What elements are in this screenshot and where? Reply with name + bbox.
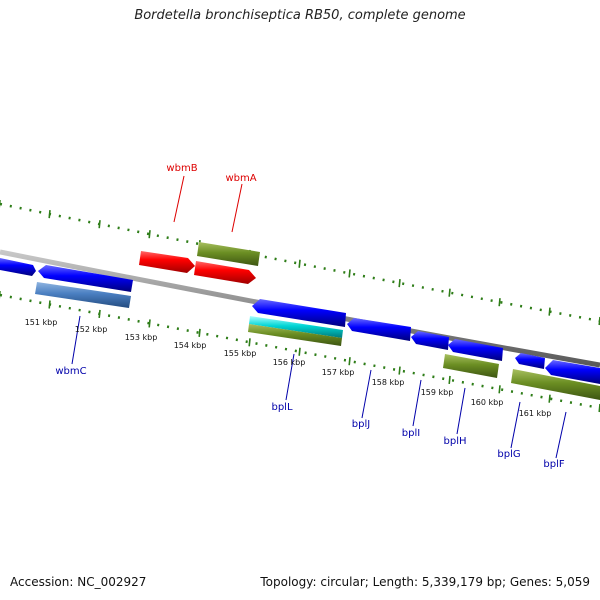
major-tick <box>498 298 501 307</box>
gene-feature-blue <box>448 339 503 361</box>
topology-summary: Topology: circular; Length: 5,339,179 bp… <box>260 575 590 589</box>
major-tick <box>98 220 101 229</box>
major-tick <box>248 338 251 347</box>
scale-label: 156 kbp <box>273 358 306 367</box>
gene-feature-blue <box>411 331 449 350</box>
major-tick <box>48 210 51 219</box>
scale-label: 157 kbp <box>322 368 355 377</box>
major-tick <box>148 319 151 328</box>
gene-feature-blue <box>0 258 36 276</box>
gene-feature-steelblue <box>35 282 131 308</box>
gene-feature-blue <box>252 299 346 327</box>
map-title: Bordetella bronchiseptica RB50, complete… <box>134 8 466 23</box>
gene-feature-red <box>194 261 256 284</box>
gene-label-bplI: bplI <box>402 428 420 439</box>
major-tick <box>148 230 151 239</box>
major-tick <box>548 394 551 403</box>
major-tick <box>498 385 501 394</box>
major-tick <box>398 366 401 375</box>
major-tick <box>398 279 401 288</box>
major-tick <box>548 307 551 316</box>
scale-label: 155 kbp <box>224 349 257 358</box>
major-tick <box>198 328 201 337</box>
gene-label-bplG: bplG <box>497 449 520 460</box>
gene-label-wbmC: wbmC <box>55 366 86 377</box>
major-tick <box>298 347 301 356</box>
gene-feature-blue <box>515 353 545 369</box>
gene-feature-olive <box>511 369 600 400</box>
gene-label-bplH: bplH <box>444 436 467 447</box>
gene-feature-red <box>139 251 195 273</box>
gene-feature-olive <box>248 324 342 346</box>
accession-text: Accession: NC_002927 <box>10 575 147 589</box>
gene-label-wbmA: wbmA <box>225 173 256 184</box>
gene-label-bplJ: bplJ <box>352 419 370 430</box>
scale-label: 159 kbp <box>421 388 454 397</box>
gene-feature-blue <box>545 360 600 384</box>
major-tick <box>348 269 351 278</box>
gene-label-bplL: bplL <box>271 402 292 413</box>
scale-label: 158 kbp <box>372 378 405 387</box>
major-tick <box>48 300 51 309</box>
scale-label: 160 kbp <box>471 398 504 407</box>
major-tick <box>348 357 351 366</box>
major-tick <box>448 288 451 297</box>
gene-label-wbmB: wbmB <box>166 163 197 174</box>
major-tick <box>298 259 301 268</box>
scale-label: 154 kbp <box>174 341 207 350</box>
gene-labels: wbmB wbmA wbmC bplL bplJ bplI bplH bplG … <box>55 163 564 470</box>
scale-label: 151 kbp <box>25 318 58 327</box>
gene-label-bplF: bplF <box>543 459 564 470</box>
gene-label-leaders <box>71 175 567 459</box>
scale-label: 161 kbp <box>519 409 552 418</box>
gene-feature-blue <box>347 318 411 341</box>
scale-label: 152 kbp <box>75 325 108 334</box>
scale-labels: 151 kbp 152 kbp 153 kbp 154 kbp 155 kbp … <box>25 318 552 418</box>
major-tick <box>448 375 451 385</box>
gene-feature-olive <box>197 242 260 266</box>
major-tick <box>98 309 101 319</box>
gene-features <box>0 242 600 400</box>
gene-feature-blue <box>38 265 133 292</box>
gene-feature-cyan <box>249 316 343 338</box>
scale-label: 153 kbp <box>125 333 158 342</box>
gene-feature-olive <box>443 354 499 378</box>
